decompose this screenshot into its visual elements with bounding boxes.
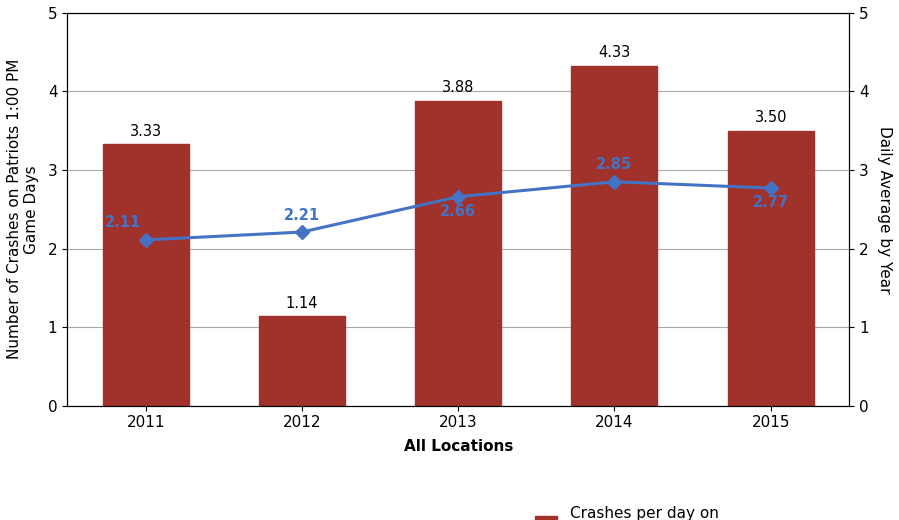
Text: 4.33: 4.33 — [599, 45, 630, 60]
Text: 2.77: 2.77 — [752, 195, 788, 210]
Bar — [415, 101, 501, 406]
Text: 3.88: 3.88 — [442, 81, 475, 95]
Bar — [259, 316, 345, 406]
Bar — [728, 131, 814, 406]
Y-axis label: Number of Crashes on Patriots 1:00 PM
Game Days: Number of Crashes on Patriots 1:00 PM Ga… — [7, 59, 40, 359]
Text: 3.33: 3.33 — [129, 124, 162, 139]
Legend: Crashes per day on
game day, Daily average by year: Crashes per day on game day, Daily avera… — [529, 500, 745, 520]
Text: 2.85: 2.85 — [596, 158, 633, 172]
Y-axis label: Daily Average by Year: Daily Average by Year — [877, 125, 892, 293]
Text: 3.50: 3.50 — [754, 110, 787, 125]
Text: 2.21: 2.21 — [284, 207, 320, 223]
Text: 2.11: 2.11 — [105, 215, 141, 230]
Text: 1.14: 1.14 — [286, 295, 318, 310]
Text: 2.66: 2.66 — [441, 204, 476, 219]
Bar — [102, 144, 189, 406]
Bar — [572, 66, 657, 406]
X-axis label: All Locations: All Locations — [404, 439, 513, 453]
